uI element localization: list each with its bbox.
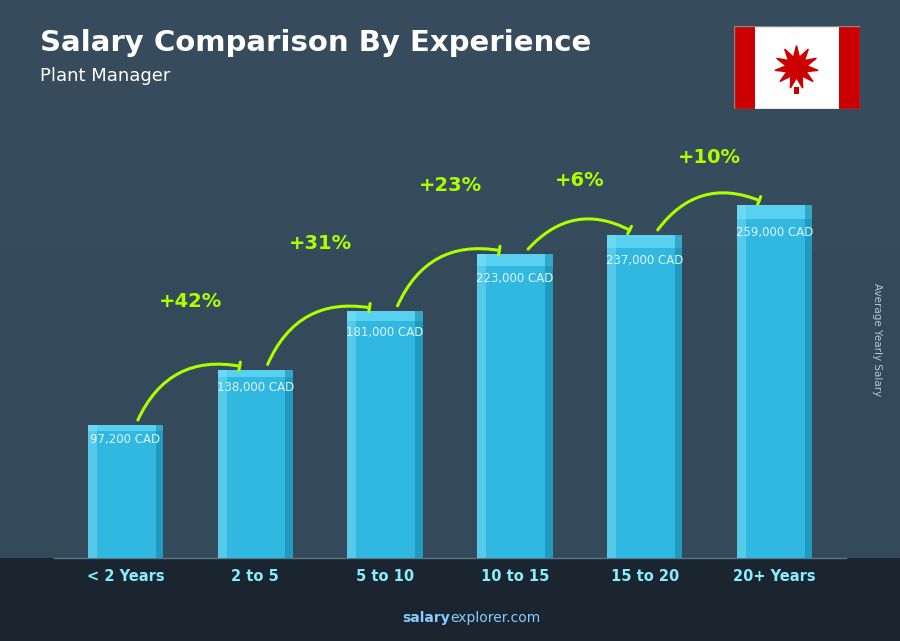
Text: 237,000 CAD: 237,000 CAD [606,254,683,267]
Bar [0,223,900,251]
Text: 259,000 CAD: 259,000 CAD [736,226,814,239]
Bar [734,26,754,109]
Bar [347,311,356,558]
Text: Plant Manager: Plant Manager [40,67,171,85]
Text: 138,000 CAD: 138,000 CAD [217,381,294,394]
Bar [0,0,900,558]
Bar [0,529,900,558]
Bar [0,279,900,307]
Polygon shape [775,46,818,88]
Bar [737,205,746,558]
Text: +23%: +23% [418,176,482,196]
Bar [0,418,900,446]
Text: Average Yearly Salary: Average Yearly Salary [872,283,883,396]
FancyBboxPatch shape [737,205,812,558]
Bar [794,87,799,94]
FancyBboxPatch shape [347,311,423,558]
Bar [88,425,97,558]
Bar [477,254,486,558]
Text: 97,200 CAD: 97,200 CAD [90,433,160,446]
Text: +10%: +10% [679,147,742,167]
Bar [675,235,682,558]
Bar [0,28,900,56]
Bar [839,26,860,109]
Bar [0,112,900,140]
Bar [156,425,163,558]
Bar [218,370,227,558]
Bar [608,235,616,558]
Text: +42%: +42% [158,292,222,311]
Bar [285,370,292,558]
Bar [0,446,900,474]
Bar [0,502,900,529]
Text: 223,000 CAD: 223,000 CAD [476,272,554,285]
Bar [0,83,900,112]
FancyBboxPatch shape [477,254,553,558]
Bar [754,26,839,109]
FancyBboxPatch shape [218,370,292,558]
Text: +6%: +6% [555,171,605,190]
Text: Salary Comparison By Experience: Salary Comparison By Experience [40,29,592,57]
Text: explorer.com: explorer.com [450,611,540,625]
Bar [88,425,163,431]
Bar [415,311,423,558]
Bar [0,140,900,167]
Bar [608,235,682,248]
Bar [218,370,292,377]
Bar [805,205,812,558]
Bar [347,311,423,321]
Text: 181,000 CAD: 181,000 CAD [346,326,424,339]
Bar [0,558,900,641]
Bar [0,0,900,28]
Bar [0,56,900,84]
Bar [0,390,900,419]
Bar [737,205,812,219]
Bar [0,363,900,390]
FancyBboxPatch shape [88,425,163,558]
FancyBboxPatch shape [608,235,682,558]
Bar [0,474,900,502]
Bar [545,254,553,558]
Text: +31%: +31% [289,233,352,253]
Bar [0,251,900,279]
Bar [0,195,900,223]
Bar [0,307,900,335]
Bar [477,254,553,266]
Bar [0,167,900,195]
Bar [0,335,900,363]
Text: salary: salary [402,611,450,625]
